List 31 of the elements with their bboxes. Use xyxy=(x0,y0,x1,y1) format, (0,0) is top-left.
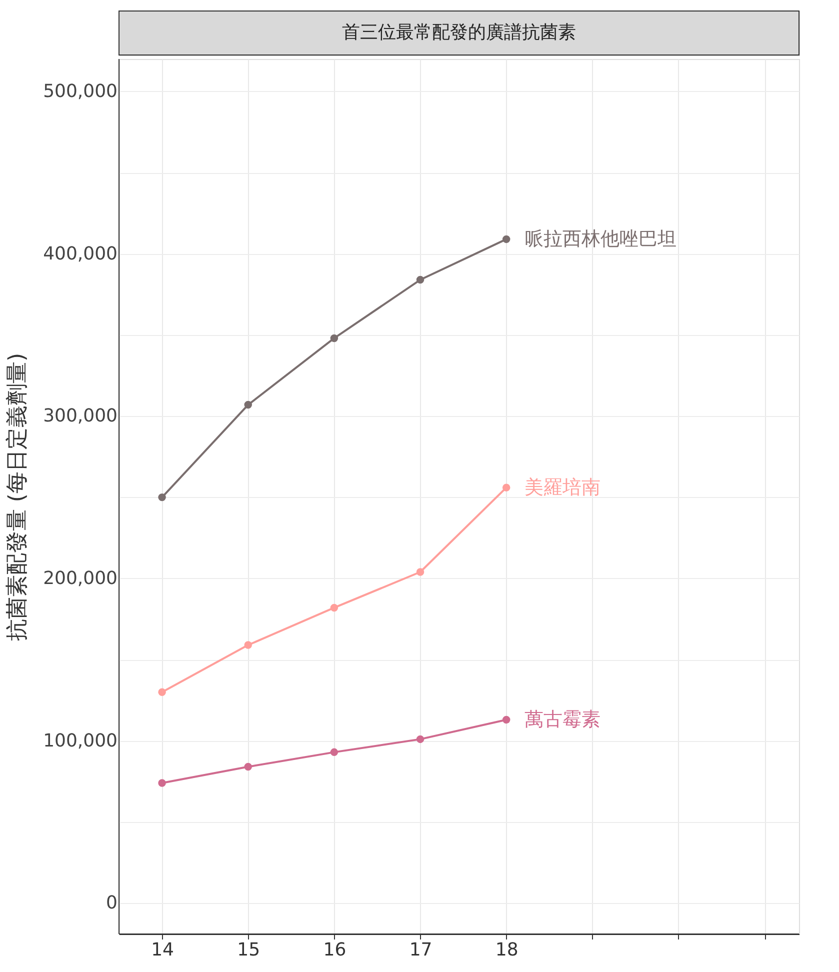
x-tick-label: 17 xyxy=(409,940,432,960)
point xyxy=(502,716,510,724)
x-tick-label: 15 xyxy=(237,940,260,960)
point xyxy=(244,400,252,409)
point xyxy=(330,748,338,756)
y-axis-title: 抗菌素配發量 (每日定義劑量) xyxy=(5,352,30,642)
point xyxy=(330,334,338,342)
x-tick-label: 16 xyxy=(323,940,346,960)
chart-title: 首三位最常配發的廣譜抗菌素 xyxy=(342,22,576,43)
x-tick-label: 14 xyxy=(151,940,174,960)
y-tick-label: 400,000 xyxy=(43,243,118,264)
point xyxy=(330,604,338,612)
point xyxy=(416,568,424,576)
x-tick-label: 18 xyxy=(495,940,518,960)
y-tick-label: 300,000 xyxy=(43,406,118,427)
y-tick-label: 500,000 xyxy=(43,80,118,102)
series-label: 萬古霉素 xyxy=(524,708,600,731)
point xyxy=(244,641,252,649)
series-label: 哌拉西林他唑巴坦 xyxy=(524,228,676,250)
point xyxy=(502,235,510,244)
point xyxy=(158,779,166,787)
y-tick-label: 100,000 xyxy=(43,730,118,752)
point xyxy=(158,493,166,502)
point xyxy=(158,688,166,696)
point xyxy=(244,762,252,771)
point xyxy=(502,484,510,492)
point xyxy=(416,276,424,284)
series-label: 美羅培南 xyxy=(524,476,600,499)
point xyxy=(416,735,424,744)
y-tick-label: 200,000 xyxy=(43,568,118,589)
y-tick-label: 0 xyxy=(106,892,118,914)
